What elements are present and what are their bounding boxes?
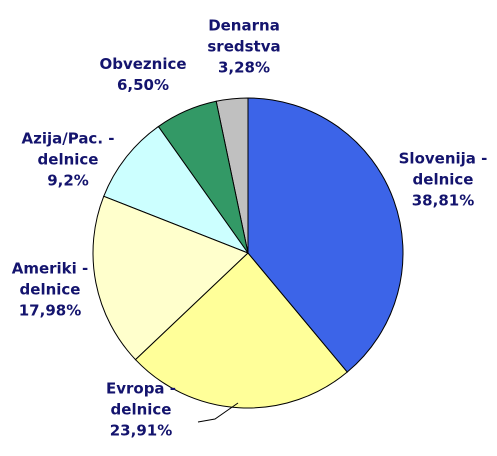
slice-value: 23,91% bbox=[109, 421, 173, 440]
slice-value: 3,28% bbox=[217, 58, 271, 77]
slice-name: Obveznice bbox=[99, 55, 187, 73]
slice-name: Evropa - delnice bbox=[105, 379, 177, 419]
slice-name: Denarna sredstva bbox=[207, 16, 281, 56]
slice-label: Obveznice 6,50% bbox=[93, 54, 193, 96]
leader-line bbox=[197, 402, 239, 423]
slice-label: Denarna sredstva 3,28% bbox=[199, 16, 289, 79]
slice-value: 9,2% bbox=[47, 171, 89, 190]
slice-value: 17,98% bbox=[18, 301, 82, 320]
slice-label: Ameriki - delnice 17,98% bbox=[3, 259, 98, 322]
pie-slice bbox=[92, 195, 249, 361]
slice-label: Azija/Pac. - delnice 9,2% bbox=[13, 129, 123, 192]
pie-slice bbox=[134, 252, 348, 409]
slice-value: 38,81% bbox=[411, 191, 475, 210]
pie-slice bbox=[247, 97, 404, 373]
slice-name: Azija/Pac. - delnice bbox=[21, 129, 115, 169]
pie-slice bbox=[103, 125, 250, 255]
slice-name: Ameriki - delnice bbox=[11, 259, 89, 299]
slice-name: Slovenija - delnice bbox=[398, 149, 488, 189]
slice-value: 6,50% bbox=[116, 76, 170, 94]
slice-label: Slovenija - delnice 38,81% bbox=[396, 149, 491, 212]
slice-label: Evropa - delnice 23,91% bbox=[96, 379, 186, 442]
